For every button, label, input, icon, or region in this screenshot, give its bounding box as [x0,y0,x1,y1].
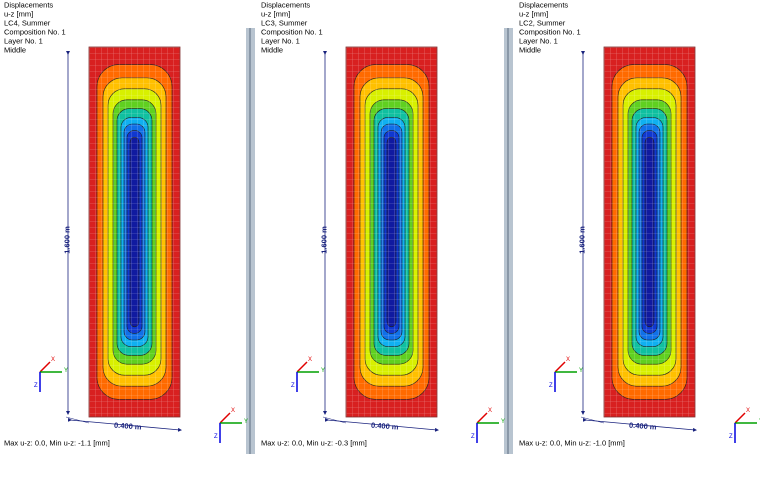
info-line: Displacements [4,1,53,10]
fe-mesh [346,47,437,417]
dim-line-horizontal [324,417,439,432]
info-line: u-z [mm] [519,10,548,19]
width-dimension: 0.400 m [371,421,399,432]
info-line: LC4, Summer [4,19,51,28]
info-line: Layer No. 1 [261,37,300,46]
axis-label-z: Z [549,383,553,389]
axis-label-z: Z [291,383,295,389]
axis-label-y: Y [501,419,505,425]
info-line: LC3, Summer [261,19,308,28]
splitter-line [249,28,251,454]
info-line: Displacements [261,1,310,10]
axis-label-x: X [308,357,312,363]
axis-label-x: X [51,357,55,363]
axis-label-z: Z [471,434,475,440]
info-line: Layer No. 1 [519,37,558,46]
info-line: u-z [mm] [261,10,290,19]
plate-outline [603,46,696,418]
info-line: Middle [519,46,541,55]
width-dimension: 0.400 m [114,421,142,432]
axis-label-z: Z [34,383,38,389]
status-footer: Max u-z: 0.0, Min u-z: -0.3 [mm] [261,439,367,448]
fe-mesh [604,47,695,417]
axis-x [476,412,488,424]
info-line: Displacements [519,1,568,10]
axis-label-x: X [566,357,570,363]
info-line: Composition No. 1 [4,28,66,37]
info-line: Layer No. 1 [4,37,43,46]
splitter-line [507,28,509,454]
plate-outline [345,46,438,418]
axis-x [734,412,746,424]
height-dimension: 1.600 m [578,226,587,254]
axis-x [554,361,566,373]
axis-label-x: X [746,408,750,414]
empty-area [0,454,760,482]
plate-outline [88,46,181,418]
fe-mesh [89,47,180,417]
height-dimension: 1.600 m [63,226,72,254]
info-line: Middle [261,46,283,55]
height-dimension: 1.600 m [320,226,329,254]
axis-label-x: X [488,408,492,414]
info-line: Composition No. 1 [519,28,581,37]
axis-label-z: Z [214,434,218,440]
axis-label-x: X [231,408,235,414]
axis-label-y: Y [64,368,68,374]
axis-label-y: Y [244,419,248,425]
width-dimension: 0.400 m [629,421,657,432]
info-line: Middle [4,46,26,55]
info-line: LC2, Summer [519,19,566,28]
info-line: Composition No. 1 [261,28,323,37]
axis-x [219,412,231,424]
axis-label-z: Z [729,434,733,440]
status-footer: Max u-z: 0.0, Min u-z: -1.1 [mm] [4,439,110,448]
axis-label-y: Y [579,368,583,374]
status-footer: Max u-z: 0.0, Min u-z: -1.0 [mm] [519,439,625,448]
dim-line-horizontal [582,417,697,432]
axis-x [39,361,51,373]
dim-line-horizontal [67,417,182,432]
axis-x [296,361,308,373]
axis-label-y: Y [321,368,325,374]
info-line: u-z [mm] [4,10,33,19]
